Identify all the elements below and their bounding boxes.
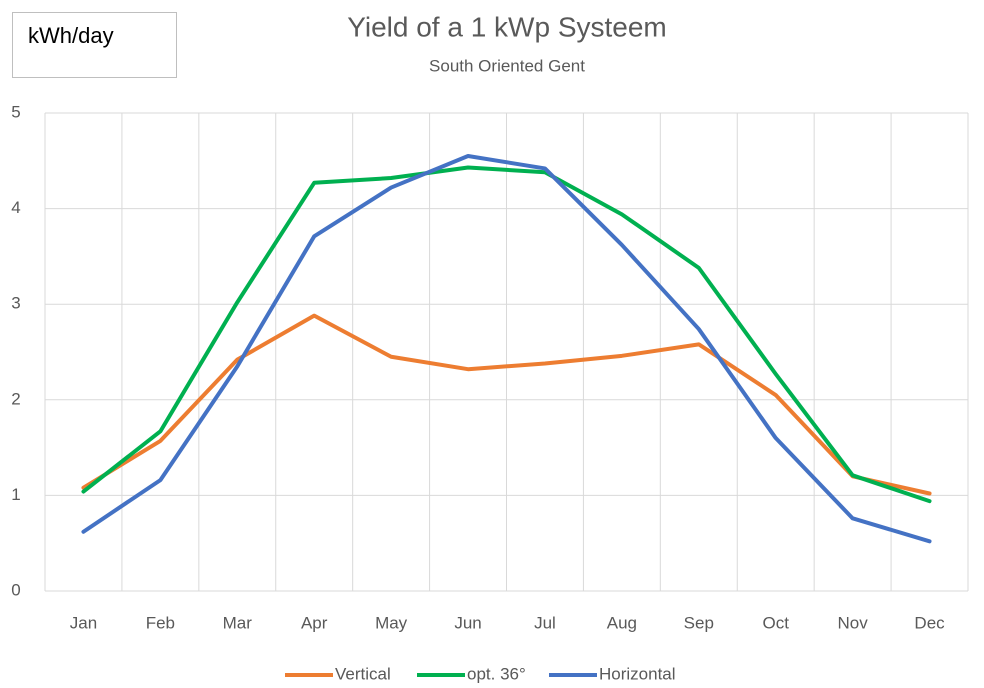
y-tick-label: 4 bbox=[11, 198, 20, 217]
y-tick-label: 3 bbox=[11, 294, 20, 313]
x-tick-label: Sep bbox=[684, 613, 714, 632]
annotation-box bbox=[12, 12, 177, 78]
y-tick-label: 0 bbox=[11, 580, 20, 599]
x-tick-label: Mar bbox=[223, 613, 253, 632]
x-tick-label: May bbox=[375, 613, 408, 632]
x-tick-label: Nov bbox=[838, 613, 869, 632]
x-tick-label: Feb bbox=[146, 613, 175, 632]
legend-label: Horizontal bbox=[599, 664, 676, 683]
chart-subtitle: South Oriented Gent bbox=[429, 56, 585, 75]
series-line bbox=[81, 313, 932, 496]
legend-label: opt. 36° bbox=[467, 664, 526, 683]
x-tick-label: Jan bbox=[70, 613, 97, 632]
x-tick-label: Apr bbox=[301, 613, 328, 632]
chart-title: Yield of a 1 kWp Systeem bbox=[347, 11, 667, 42]
series-line bbox=[81, 154, 932, 544]
x-tick-label: Oct bbox=[762, 613, 789, 632]
series-line bbox=[81, 165, 932, 504]
legend-label: Vertical bbox=[335, 664, 391, 683]
x-tick-label: Aug bbox=[607, 613, 637, 632]
y-tick-label: 2 bbox=[11, 389, 20, 408]
y-tick-label: 1 bbox=[11, 485, 20, 504]
x-tick-label: Jun bbox=[454, 613, 481, 632]
y-tick-label: 5 bbox=[11, 102, 20, 121]
x-tick-label: Jul bbox=[534, 613, 556, 632]
annotation: kWh/day bbox=[28, 23, 114, 48]
x-tick-label: Dec bbox=[914, 613, 945, 632]
